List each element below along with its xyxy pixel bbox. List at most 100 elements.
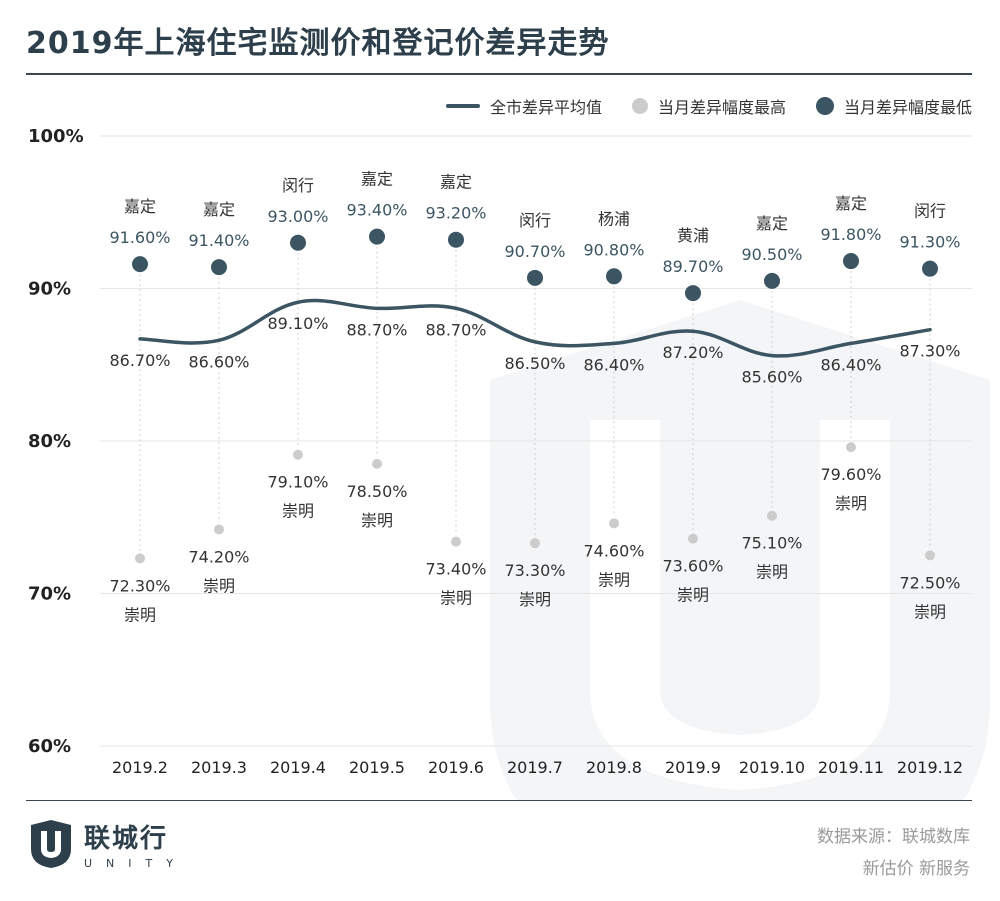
y-tick-label: 70% [28, 584, 71, 605]
chart-area: 60% 70% 80% 90% 100% 86.70% 86.60% 89.10% 88.70%… [28, 126, 990, 800]
legend-label-avg: 全市差异平均值 [489, 98, 602, 117]
high-district-label: 崇明 [361, 511, 393, 530]
low-point [290, 234, 306, 251]
avg-data-label: 86.60% [188, 352, 249, 371]
high-point [609, 518, 619, 529]
legend-item-high: 当月差异幅度最高 [631, 94, 786, 118]
high-point [135, 553, 145, 564]
legend-dot-high-swatch [631, 98, 648, 114]
title-divider [26, 73, 972, 75]
low-district-label: 嘉定 [124, 197, 156, 216]
source-note: 数据来源：联城数库 新估价 新服务 [817, 821, 970, 885]
avg-data-label: 88.70% [425, 320, 486, 339]
x-tick-label: 2019.4 [270, 758, 326, 777]
high-point [372, 458, 382, 469]
x-tick-label: 2019.5 [349, 758, 405, 777]
low-point [843, 253, 859, 270]
low-data-label: 90.50% [741, 245, 802, 264]
x-tick-label: 2019.9 [665, 758, 721, 777]
avg-data-label: 86.70% [109, 351, 170, 370]
low-data-label: 91.30% [899, 233, 960, 252]
low-data-label: 93.20% [425, 204, 486, 223]
y-tick-label: 80% [28, 431, 71, 452]
low-data-label: 91.40% [188, 231, 249, 250]
low-district-label: 嘉定 [203, 200, 235, 219]
low-district-label: 嘉定 [756, 214, 788, 233]
low-district-label: 闵行 [519, 211, 551, 230]
x-tick-label: 2019.2 [112, 758, 168, 777]
avg-data-label: 87.20% [662, 343, 723, 362]
low-point [606, 268, 622, 285]
avg-data-label: 86.40% [583, 355, 644, 374]
x-tick-label: 2019.7 [507, 758, 563, 777]
low-data-label: 89.70% [662, 257, 723, 276]
low-district-label: 闵行 [914, 202, 946, 221]
high-data-label: 74.20% [188, 547, 249, 566]
high-district-label: 崇明 [677, 586, 709, 605]
high-data-label: 72.30% [109, 576, 170, 595]
high-district-label: 崇明 [282, 502, 314, 521]
high-data-label: 73.40% [425, 560, 486, 579]
legend-item-avg: 全市差异平均值 [445, 94, 602, 118]
low-data-label: 93.40% [346, 201, 407, 220]
high-point [846, 442, 856, 453]
low-district-label: 闵行 [282, 176, 314, 195]
low-district-label: 嘉定 [835, 194, 867, 213]
avg-data-label: 85.60% [741, 368, 802, 387]
avg-series-line [138, 298, 932, 358]
low-point [369, 228, 385, 245]
x-tick-label: 2019.8 [586, 758, 642, 777]
shield-logo-icon [31, 820, 71, 868]
legend-line-swatch [445, 104, 480, 108]
high-district-label: 崇明 [203, 576, 235, 595]
high-point [451, 536, 461, 547]
x-tick-label: 2019.11 [818, 758, 884, 777]
high-data-label: 73.60% [662, 557, 723, 576]
low-district-label: 嘉定 [440, 173, 472, 192]
high-data-label: 79.60% [820, 465, 881, 484]
low-data-label: 90.70% [504, 242, 565, 261]
footer-divider [26, 800, 972, 801]
low-point [132, 256, 148, 273]
x-tick-label: 2019.10 [739, 758, 805, 777]
avg-data-label: 86.50% [504, 354, 565, 373]
avg-data-label: 88.70% [346, 320, 407, 339]
high-data-label: 78.50% [346, 482, 407, 501]
low-district-label: 杨浦 [598, 209, 630, 228]
low-point [448, 231, 464, 248]
watermark-shield-inner-icon [590, 420, 890, 790]
low-data-label: 93.00% [267, 207, 328, 226]
low-point [922, 260, 938, 277]
chart-title: 2019年上海住宅监测价和登记价差异走势 [26, 26, 610, 61]
high-data-label: 72.50% [899, 573, 960, 592]
legend-label-low: 当月差异幅度最低 [843, 98, 972, 117]
high-point [688, 533, 698, 544]
watermark-shield-icon [490, 300, 990, 800]
x-tick-label: 2019.12 [897, 758, 963, 777]
slogan-text: 新估价 新服务 [862, 859, 970, 879]
high-district-label: 崇明 [519, 590, 551, 609]
high-district-label: 崇明 [598, 570, 630, 589]
y-tick-label: 90% [28, 279, 71, 300]
high-district-label: 崇明 [124, 605, 156, 624]
low-district-label: 嘉定 [361, 170, 393, 189]
legend-dot-low-swatch [815, 97, 834, 115]
low-data-label: 91.60% [109, 228, 170, 247]
low-point [685, 285, 701, 302]
high-data-label: 73.30% [504, 561, 565, 580]
legend-label-high: 当月差异幅度最高 [657, 98, 786, 117]
high-point [767, 510, 777, 521]
low-data-label: 91.80% [820, 225, 881, 244]
high-data-label: 75.10% [741, 534, 802, 553]
avg-data-label: 86.40% [820, 355, 881, 374]
y-tick-label: 100% [28, 126, 84, 147]
avg-data-label: 89.10% [267, 314, 328, 333]
high-district-label: 崇明 [914, 602, 946, 621]
avg-data-label: 87.30% [899, 342, 960, 361]
legend-item-low: 当月差异幅度最低 [815, 94, 972, 118]
brand-subtitle: UNITY [84, 857, 187, 870]
high-district-label: 崇明 [440, 589, 472, 608]
y-tick-label: 60% [28, 736, 71, 757]
low-point [527, 269, 543, 286]
high-point [293, 449, 303, 460]
